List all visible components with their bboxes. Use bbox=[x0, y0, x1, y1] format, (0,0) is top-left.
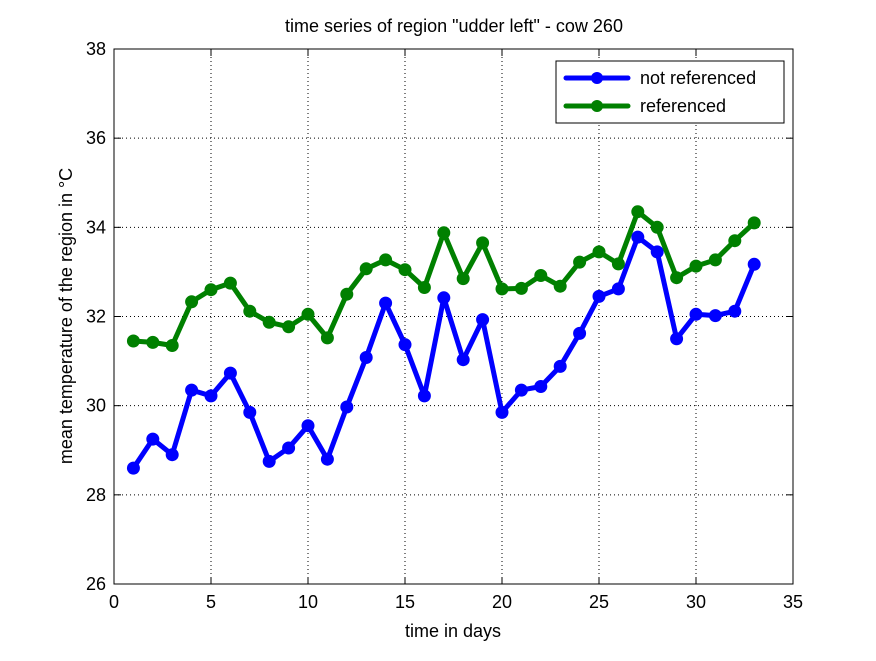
data-point-referenced bbox=[146, 335, 160, 349]
data-point-not-referenced bbox=[611, 282, 625, 296]
x-axis-label: time in days bbox=[405, 621, 501, 641]
legend-box bbox=[555, 60, 785, 124]
legend: not referenced referenced bbox=[555, 60, 785, 124]
data-point-not-referenced bbox=[379, 296, 393, 310]
data-point-referenced bbox=[514, 281, 528, 295]
x-tick-label: 0 bbox=[109, 592, 119, 612]
x-tick-label: 30 bbox=[686, 592, 706, 612]
y-tick-label: 34 bbox=[86, 217, 106, 237]
data-point-referenced bbox=[650, 220, 664, 234]
data-point-not-referenced bbox=[204, 389, 218, 403]
data-point-not-referenced bbox=[592, 289, 606, 303]
y-axis-label: mean temperature of the region in °C bbox=[56, 168, 76, 464]
y-tick-label: 28 bbox=[86, 485, 106, 505]
data-point-referenced bbox=[398, 263, 412, 277]
data-point-not-referenced bbox=[301, 419, 315, 433]
data-point-not-referenced bbox=[126, 461, 140, 475]
data-point-not-referenced bbox=[747, 257, 761, 271]
data-point-referenced bbox=[747, 216, 761, 230]
data-point-referenced bbox=[262, 315, 276, 329]
data-point-referenced bbox=[282, 320, 296, 334]
legend-marker-referenced bbox=[591, 100, 603, 112]
data-point-not-referenced bbox=[223, 366, 237, 380]
data-point-not-referenced bbox=[476, 313, 490, 327]
data-point-referenced bbox=[573, 255, 587, 269]
data-point-referenced bbox=[165, 339, 179, 352]
y-tick-label: 26 bbox=[86, 574, 106, 594]
data-point-referenced bbox=[379, 253, 393, 267]
data-point-referenced bbox=[553, 279, 567, 293]
data-point-not-referenced bbox=[398, 338, 412, 352]
data-point-referenced bbox=[204, 283, 218, 297]
x-tick-label: 10 bbox=[298, 592, 318, 612]
data-point-not-referenced bbox=[456, 353, 470, 367]
data-point-not-referenced bbox=[708, 309, 722, 323]
data-point-not-referenced bbox=[437, 291, 451, 305]
data-point-referenced bbox=[631, 205, 645, 219]
data-point-referenced bbox=[301, 307, 315, 321]
data-point-referenced bbox=[495, 282, 509, 296]
x-tick-label: 5 bbox=[206, 592, 216, 612]
y-tick-label: 38 bbox=[86, 39, 106, 59]
data-point-not-referenced bbox=[417, 389, 431, 403]
data-point-referenced bbox=[689, 259, 703, 273]
data-point-not-referenced bbox=[243, 405, 257, 419]
x-tick-label: 25 bbox=[589, 592, 609, 612]
chart-title: time series of region "udder left" - cow… bbox=[285, 16, 623, 36]
data-point-referenced bbox=[476, 236, 490, 250]
legend-label-not-referenced: not referenced bbox=[640, 68, 756, 88]
data-point-referenced bbox=[126, 334, 140, 348]
data-point-not-referenced bbox=[650, 245, 664, 259]
data-point-referenced bbox=[185, 295, 199, 309]
series-referenced bbox=[126, 205, 761, 352]
data-point-referenced bbox=[417, 281, 431, 294]
data-point-referenced bbox=[340, 287, 354, 301]
data-point-referenced bbox=[223, 276, 237, 290]
data-point-referenced bbox=[592, 245, 606, 259]
data-point-referenced bbox=[437, 226, 451, 240]
data-point-referenced bbox=[728, 234, 742, 248]
data-point-referenced bbox=[359, 262, 373, 276]
data-point-not-referenced bbox=[514, 383, 528, 397]
y-tick-label: 36 bbox=[86, 128, 106, 148]
data-point-not-referenced bbox=[553, 359, 567, 373]
axis-ticks: 0 5 10 15 20 25 30 35 26 28 30 32 34 36 38 bbox=[86, 39, 803, 612]
series-not-referenced bbox=[126, 230, 761, 475]
data-point-not-referenced bbox=[359, 351, 373, 364]
x-tick-label: 20 bbox=[492, 592, 512, 612]
data-point-not-referenced bbox=[670, 332, 684, 346]
data-point-referenced bbox=[534, 269, 548, 282]
data-point-not-referenced bbox=[573, 326, 587, 340]
data-point-not-referenced bbox=[631, 230, 645, 244]
data-point-not-referenced bbox=[689, 307, 703, 321]
legend-label-referenced: referenced bbox=[640, 96, 726, 116]
data-point-not-referenced bbox=[534, 380, 548, 393]
y-tick-label: 30 bbox=[86, 396, 106, 416]
data-point-not-referenced bbox=[185, 383, 199, 397]
plot-area bbox=[114, 49, 793, 584]
data-point-not-referenced bbox=[728, 304, 742, 318]
x-tick-label: 35 bbox=[783, 592, 803, 612]
data-point-not-referenced bbox=[146, 432, 160, 446]
data-point-referenced bbox=[243, 304, 257, 318]
data-point-not-referenced bbox=[165, 448, 179, 462]
legend-marker-not-referenced bbox=[591, 72, 603, 84]
data-point-referenced bbox=[670, 271, 684, 285]
data-point-not-referenced bbox=[262, 454, 276, 468]
series-layer bbox=[126, 205, 761, 475]
data-point-not-referenced bbox=[282, 441, 296, 455]
data-point-referenced bbox=[708, 253, 722, 267]
data-point-not-referenced bbox=[320, 452, 334, 466]
data-point-referenced bbox=[456, 272, 470, 286]
x-tick-label: 15 bbox=[395, 592, 415, 612]
data-point-not-referenced bbox=[495, 405, 509, 419]
data-point-referenced bbox=[320, 331, 334, 345]
y-tick-label: 32 bbox=[86, 307, 106, 327]
data-point-referenced bbox=[611, 257, 625, 271]
data-point-not-referenced bbox=[340, 400, 354, 414]
